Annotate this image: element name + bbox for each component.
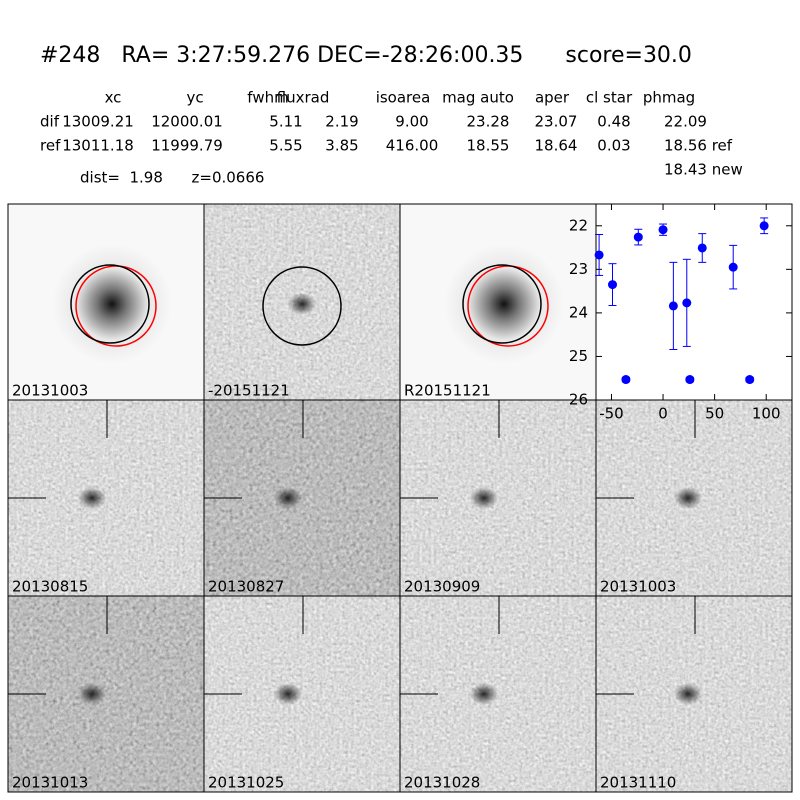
source bbox=[674, 487, 702, 509]
cell: 23.07 bbox=[535, 113, 578, 131]
point bbox=[658, 225, 668, 235]
source bbox=[444, 244, 564, 364]
image-label: 20131110 bbox=[600, 774, 676, 792]
cell: 9.00 bbox=[395, 113, 428, 131]
point bbox=[682, 298, 692, 308]
cell: 11999.79 bbox=[151, 137, 223, 155]
x-tick-label: 50 bbox=[705, 405, 724, 423]
cell: 18.64 bbox=[535, 137, 578, 155]
image-panel: 20131013 bbox=[7, 595, 205, 793]
cell: 18.56 ref bbox=[664, 137, 733, 155]
image-panel: 20130827 bbox=[203, 399, 401, 597]
image-panel: -20151121 bbox=[203, 203, 401, 401]
column-header: fluxrad bbox=[277, 89, 330, 107]
point bbox=[685, 375, 695, 385]
source bbox=[674, 683, 702, 705]
point bbox=[668, 301, 678, 311]
cell: 0.48 bbox=[597, 113, 630, 131]
cell: 5.55 bbox=[269, 137, 302, 155]
image-panel: R20151121 bbox=[399, 203, 597, 401]
aperture bbox=[262, 266, 342, 346]
image-label: 20130827 bbox=[208, 578, 284, 596]
image-panel: 20131028 bbox=[399, 595, 597, 793]
image-panel: 20131003 bbox=[7, 203, 205, 401]
column-header: xc bbox=[105, 89, 122, 107]
x-tick-label: 100 bbox=[752, 405, 781, 423]
cell: 18.55 bbox=[467, 137, 510, 155]
source bbox=[78, 683, 106, 705]
cell: 13009.21 bbox=[62, 113, 134, 131]
y-tick-label: 22 bbox=[569, 216, 588, 234]
source bbox=[274, 683, 302, 705]
cell: 23.28 bbox=[467, 113, 510, 131]
image-label: 20130815 bbox=[12, 578, 88, 596]
image-label: -20151121 bbox=[208, 382, 290, 400]
image-panel: 20130909 bbox=[399, 399, 597, 597]
point bbox=[594, 250, 604, 260]
phmag-new: 18.43 new bbox=[664, 161, 743, 179]
point bbox=[633, 232, 643, 242]
y-tick-label: 24 bbox=[569, 303, 588, 321]
point bbox=[759, 221, 769, 231]
cell: 22.09 bbox=[664, 113, 707, 131]
column-header: mag auto bbox=[442, 89, 514, 107]
source bbox=[78, 487, 106, 509]
title: #248 RA= 3:27:59.276 DEC=-28:26:00.35 sc… bbox=[40, 43, 692, 68]
column-header: aper bbox=[535, 89, 570, 107]
y-tick-label: 23 bbox=[569, 260, 588, 278]
panels: 20131003 -20151121 R20151121 20130815 201308… bbox=[7, 203, 793, 793]
point bbox=[728, 262, 738, 272]
point bbox=[697, 243, 707, 253]
row-label: ref bbox=[40, 137, 61, 155]
y-tick-label: 25 bbox=[569, 347, 588, 365]
column-header: yc bbox=[186, 89, 203, 107]
image-panel: 20131110 bbox=[595, 595, 793, 793]
dist-line: dist= 1.98 z=0.0666 bbox=[80, 169, 264, 187]
cell: 12000.01 bbox=[151, 113, 223, 131]
source bbox=[274, 487, 302, 509]
image-label: R20151121 bbox=[404, 382, 491, 400]
plot-area bbox=[595, 203, 793, 401]
source bbox=[288, 293, 316, 315]
cell: 5.11 bbox=[269, 113, 302, 131]
column-header: cl star bbox=[586, 89, 633, 107]
image-label: 20131025 bbox=[208, 774, 284, 792]
cell: 0.03 bbox=[597, 137, 630, 155]
aperture bbox=[70, 264, 150, 344]
x-tick-label: 0 bbox=[658, 405, 668, 423]
y-tick-label: 26 bbox=[569, 391, 588, 409]
cell: 2.19 bbox=[325, 113, 358, 131]
point bbox=[745, 375, 755, 385]
image-label: 20131003 bbox=[600, 578, 676, 596]
lightcurve: 22 23 24 25 26 -50 0 50 100 bbox=[569, 203, 793, 423]
source bbox=[470, 487, 498, 509]
row-label: dif bbox=[40, 113, 60, 131]
cell: 13011.18 bbox=[62, 137, 134, 155]
image-panel: 20131025 bbox=[203, 595, 401, 793]
point bbox=[621, 375, 631, 385]
cell: 3.85 bbox=[325, 137, 358, 155]
image-label: 20130909 bbox=[404, 578, 480, 596]
image-panel: 20131003 bbox=[595, 399, 793, 597]
x-tick-label: -50 bbox=[599, 405, 624, 423]
image-label: 20131013 bbox=[12, 774, 88, 792]
point bbox=[608, 280, 618, 290]
column-header: fwhm bbox=[247, 89, 288, 107]
cell: 416.00 bbox=[386, 137, 439, 155]
panel-frame bbox=[595, 595, 793, 793]
source bbox=[470, 683, 498, 705]
image-label: 20131028 bbox=[404, 774, 480, 792]
image-panel: 20130815 bbox=[7, 399, 205, 597]
aperture bbox=[462, 264, 542, 344]
source bbox=[52, 244, 172, 364]
column-header: isoarea bbox=[376, 89, 431, 107]
column-header: phmag bbox=[643, 89, 695, 107]
image-label: 20131003 bbox=[12, 382, 88, 400]
